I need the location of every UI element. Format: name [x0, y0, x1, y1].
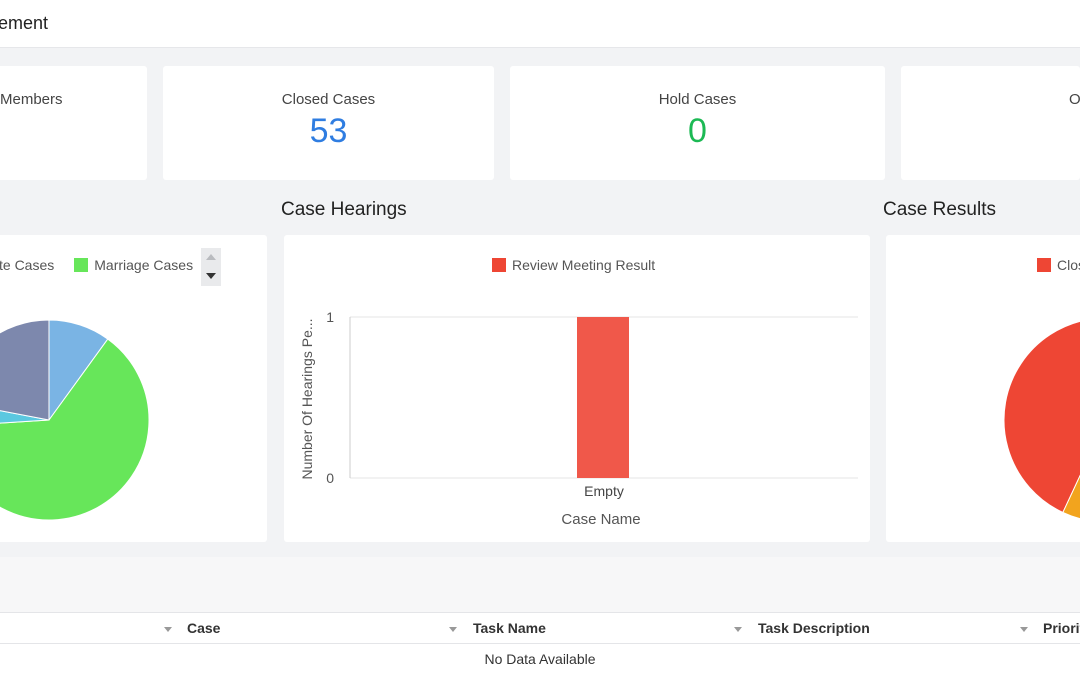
top-bar: ement — [0, 0, 1080, 48]
pie-slice[interactable] — [1003, 318, 1080, 514]
case-hearings-title: Case Hearings — [281, 199, 407, 220]
x-axis-label: Case Name — [561, 511, 640, 528]
legend-swatch — [1037, 258, 1051, 272]
sort-caret-icon[interactable] — [1020, 627, 1028, 632]
stat-label: Closed Cases — [281, 91, 376, 108]
chevron-up-icon[interactable] — [206, 254, 216, 260]
legend-swatch — [74, 258, 89, 272]
case-hearings-legend[interactable]: Review Meeting Result — [492, 257, 655, 273]
stat-card-open-cases[interactable]: O — [901, 66, 1080, 180]
legend-scroll-buttons[interactable] — [201, 248, 221, 286]
stat-value: 53 — [309, 112, 348, 150]
y-axis-label: Number Of Hearings Pe... — [299, 318, 315, 479]
empty-table-message: No Data Available — [0, 644, 1080, 675]
legend-swatch — [492, 258, 506, 272]
column-header-task-name[interactable]: Task Name — [473, 620, 546, 636]
case-results-title: Case Results — [883, 199, 996, 220]
sort-caret-icon[interactable] — [164, 627, 172, 632]
x-tick-label: Empty — [584, 483, 624, 499]
stat-label: Hold Cases — [658, 91, 737, 108]
case-types-pie — [0, 319, 150, 521]
sort-caret-icon[interactable] — [734, 627, 742, 632]
stat-card-closed-cases[interactable]: Closed Cases 53 — [163, 66, 494, 180]
bar[interactable] — [577, 317, 629, 478]
legend-text: Marriage Cases — [94, 257, 194, 273]
chevron-down-icon[interactable] — [206, 273, 216, 279]
legend-item[interactable]: te Cases — [0, 257, 54, 273]
column-header-case[interactable]: Case — [187, 620, 221, 636]
sort-caret-icon[interactable] — [449, 627, 457, 632]
case-types-legend: te Cases Marriage Cases — [0, 257, 193, 273]
legend-text: te Cases — [0, 257, 55, 273]
column-header-priority[interactable]: Priorit — [1043, 620, 1080, 636]
case-hearings-bar-chart: 1 0 Empty Number Of Hearings Pe... Case N… — [299, 309, 858, 528]
tasks-table-header: Case Task Name Task Description Priorit — [0, 612, 1080, 644]
stat-card-hold-cases[interactable]: Hold Cases 0 — [510, 66, 885, 180]
legend-text: Review Meeting Result — [512, 257, 656, 273]
pie-slice[interactable] — [0, 319, 50, 421]
stat-card-members: Members — [0, 66, 147, 180]
page-title: ement — [0, 13, 49, 33]
pie-slice[interactable] — [1062, 420, 1080, 522]
y-tick-label: 1 — [326, 309, 334, 325]
case-results-legend[interactable]: Clos — [1037, 257, 1080, 273]
y-tick-label: 0 — [326, 470, 334, 486]
legend-item[interactable]: Marriage Cases — [74, 257, 193, 273]
column-header-task-description[interactable]: Task Description — [758, 620, 870, 636]
case-results-pie — [1003, 318, 1080, 522]
stat-label: O — [1069, 91, 1080, 108]
stat-label: Members — [0, 91, 63, 108]
pie-slice[interactable] — [0, 338, 150, 521]
pie-slice[interactable] — [0, 401, 50, 426]
stat-value: 0 — [688, 112, 707, 150]
legend-text: Clos — [1057, 257, 1080, 273]
